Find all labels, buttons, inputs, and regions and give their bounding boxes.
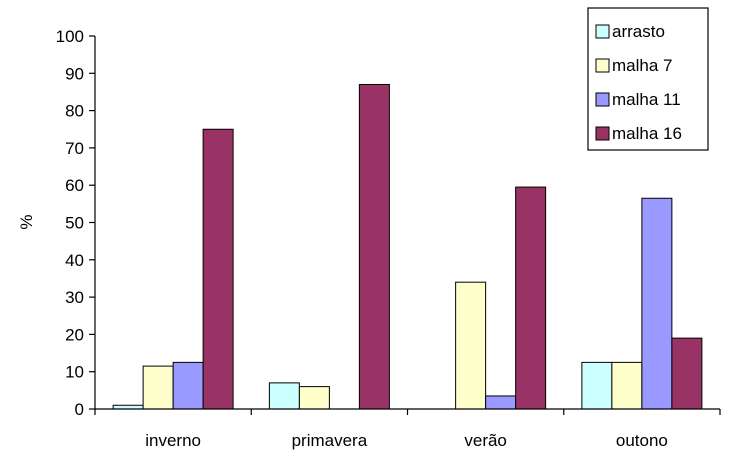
bar-malha-16-inverno	[202, 128, 234, 410]
bar-malha-11-outono	[641, 197, 673, 410]
y-axis-label: %	[17, 214, 36, 229]
y-tick-label: 10	[65, 363, 84, 382]
legend-swatch	[595, 58, 610, 73]
x-tick-label: outono	[616, 431, 668, 450]
y-axis: 0 10 20 30 40 50 60 70 80 90 100	[56, 27, 96, 419]
y-tick-label: 100	[56, 27, 84, 46]
x-tick-label: primavera	[292, 431, 368, 450]
plot-area	[112, 83, 703, 410]
bar-malha-16-verão	[515, 186, 547, 410]
legend-swatch	[595, 24, 610, 39]
y-tick-label: 80	[65, 102, 84, 121]
legend-swatch	[595, 126, 610, 141]
bar-arrasto-outono	[581, 361, 613, 410]
bar-malha-7-primavera	[298, 386, 330, 410]
legend-label: malha 16	[612, 124, 682, 143]
y-tick-label: 70	[65, 139, 84, 158]
bar-arrasto-primavera	[268, 382, 300, 410]
y-tick-label: 40	[65, 251, 84, 270]
y-tick-label: 30	[65, 288, 84, 307]
bar-malha-7-inverno	[142, 365, 174, 410]
y-tick-label: 60	[65, 176, 84, 195]
y-tick-label: 20	[65, 325, 84, 344]
bar-malha-16-primavera	[358, 83, 390, 410]
legend: arrasto malha 7 malha 11 malha 16	[587, 7, 709, 151]
legend-swatch	[595, 92, 610, 107]
x-tick-label: inverno	[145, 431, 201, 450]
x-axis: inverno primavera verão outono	[94, 408, 721, 450]
legend-label: arrasto	[612, 22, 665, 41]
y-tick-label: 50	[65, 214, 84, 233]
legend-label: malha 7	[612, 56, 672, 75]
bar-malha-11-verão	[485, 395, 517, 410]
bar-malha-16-outono	[671, 337, 703, 410]
legend-label: malha 11	[612, 90, 681, 109]
bar-malha-7-verão	[455, 281, 487, 410]
y-tick-label: 90	[65, 64, 84, 83]
bar-malha-11-inverno	[172, 361, 204, 410]
y-tick-label: 0	[75, 400, 84, 419]
bar-malha-7-outono	[611, 361, 643, 410]
x-tick-label: verão	[464, 431, 507, 450]
